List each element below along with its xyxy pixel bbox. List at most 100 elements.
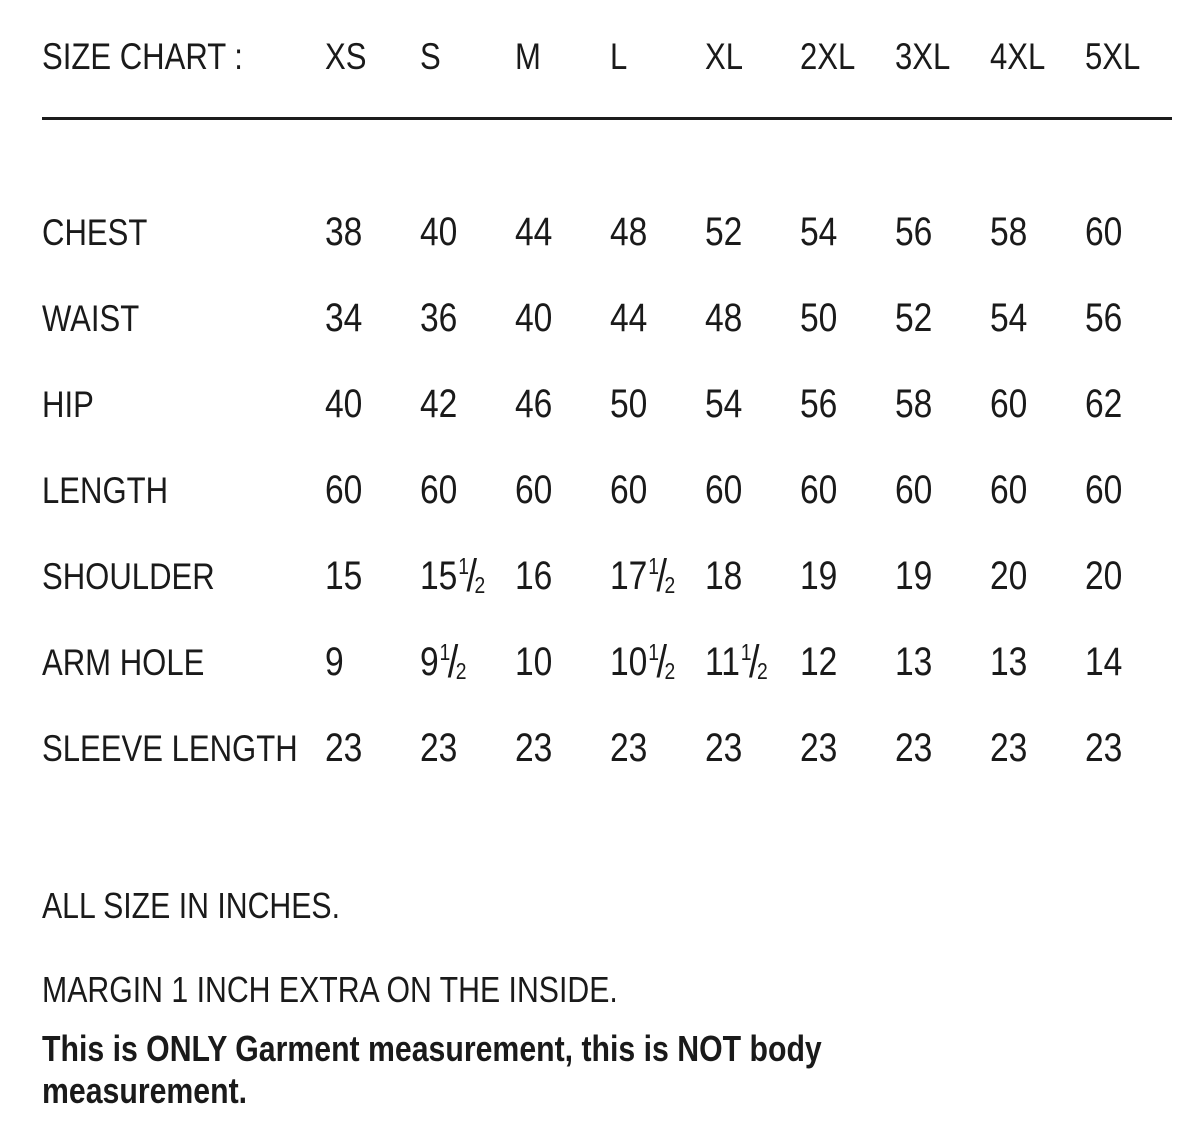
table-cell-text: 56: [1085, 295, 1123, 340]
table-cell-text: 58: [895, 381, 933, 426]
table-cell-text: 56: [800, 381, 838, 426]
table-cell-text: 18: [705, 553, 743, 598]
table-cell-text: 60: [800, 467, 838, 512]
table-cell: 13: [990, 640, 1085, 685]
fraction-half: 1/2: [439, 635, 467, 687]
note-margin: MARGIN 1 INCH EXTRA ON THE INSIDE.: [42, 968, 1200, 1012]
column-header-l-text: L: [610, 36, 628, 77]
row-label-text: SHOULDER: [42, 555, 215, 597]
table-cell: 50: [610, 382, 705, 427]
table-cell-text: 111/2: [705, 635, 768, 687]
table-cell: 9: [325, 640, 420, 685]
table-cell-text: 12: [800, 639, 838, 684]
fraction-half: 1/2: [648, 549, 676, 601]
table-cell-text: 14: [1085, 639, 1123, 684]
table-cell: 46: [515, 382, 610, 427]
fraction-half: 1/2: [458, 549, 486, 601]
row-label: HIP: [42, 382, 325, 427]
table-cell: 56: [895, 210, 990, 255]
table-row: CHEST 38 40 44 48 52 54 56 58 60: [42, 189, 1200, 275]
table-cell-text: 13: [990, 639, 1028, 684]
table-cell-text: 40: [515, 295, 553, 340]
table-cell: 23: [895, 726, 990, 771]
table-cell-text: 171/2: [610, 549, 676, 601]
table-row: SLEEVE LENGTH 23 23 23 23 23 23 23 23 23: [42, 705, 1200, 791]
note-units: ALL SIZE IN INCHES.: [42, 884, 1200, 928]
table-cell: 23: [1085, 726, 1180, 771]
table-cell: 60: [705, 468, 800, 513]
table-cell-text: 40: [325, 381, 363, 426]
column-header-s: S: [420, 36, 515, 78]
table-cell: 56: [800, 382, 895, 427]
table-cell: 48: [610, 210, 705, 255]
table-cell: 23: [420, 726, 515, 771]
table-cell: 23: [705, 726, 800, 771]
table-cell: 40: [420, 210, 515, 255]
table-cell-text: 19: [800, 553, 838, 598]
row-label: WAIST: [42, 296, 325, 341]
table-cell: 56: [1085, 296, 1180, 341]
note-margin-text: MARGIN 1 INCH EXTRA ON THE INSIDE.: [42, 969, 618, 1010]
table-cell: 54: [990, 296, 1085, 341]
table-cell-text: 46: [515, 381, 553, 426]
table-cell: 38: [325, 210, 420, 255]
row-label: SLEEVE LENGTH: [42, 726, 325, 771]
table-cell: 171/2: [610, 549, 705, 601]
column-header-2xl-text: 2XL: [800, 36, 856, 77]
table-cell: 19: [800, 554, 895, 599]
table-cell: 101/2: [610, 639, 705, 685]
column-header-5xl: 5XL: [1085, 36, 1180, 78]
table-cell-text: 60: [610, 467, 648, 512]
column-header-l: L: [610, 36, 705, 78]
column-header-3xl: 3XL: [895, 36, 990, 78]
row-label-text: SLEEVE LENGTH: [42, 727, 298, 769]
table-cell: 42: [420, 382, 515, 427]
column-header-4xl: 4XL: [990, 36, 1085, 78]
row-label-text: CHEST: [42, 211, 148, 253]
column-header-2xl: 2XL: [800, 36, 895, 78]
table-cell-text: 52: [895, 295, 933, 340]
table-cell-text: 151/2: [420, 549, 486, 601]
table-cell-text: 50: [800, 295, 838, 340]
table-cell: 16: [515, 554, 610, 599]
column-header-5xl-text: 5XL: [1085, 36, 1141, 77]
table-cell-text: 10: [515, 639, 553, 684]
table-cell-text: 60: [325, 467, 363, 512]
table-cell-text: 54: [800, 209, 838, 254]
table-title: SIZE CHART :: [42, 36, 325, 78]
note-disclaimer-text: This is ONLY Garment measurement, this i…: [42, 1028, 822, 1111]
table-cell-text: 60: [420, 467, 458, 512]
column-header-4xl-text: 4XL: [990, 36, 1046, 77]
table-cell-text: 23: [325, 725, 363, 770]
table-cell: 60: [895, 468, 990, 513]
table-cell: 54: [705, 382, 800, 427]
table-cell-text: 60: [990, 381, 1028, 426]
table-cell-text: 60: [1085, 467, 1123, 512]
table-cell: 60: [325, 468, 420, 513]
table-cell: 60: [990, 382, 1085, 427]
table-cell: 58: [990, 210, 1085, 255]
table-cell-text: 48: [610, 209, 648, 254]
table-cell-text: 9: [325, 639, 344, 684]
table-cell: 10: [515, 640, 610, 685]
column-header-s-text: S: [420, 36, 441, 77]
table-cell-text: 36: [420, 295, 458, 340]
table-cell: 40: [515, 296, 610, 341]
table-cell-text: 34: [325, 295, 363, 340]
table-cell: 111/2: [705, 635, 800, 687]
table-cell-text: 23: [895, 725, 933, 770]
table-cell-text: 48: [705, 295, 743, 340]
table-cell: 91/2: [420, 635, 515, 687]
table-cell: 15: [325, 554, 420, 599]
table-row: SHOULDER 15 151/2 16 171/2 18 19 19 20 20: [42, 533, 1200, 619]
table-cell-text: 44: [515, 209, 553, 254]
column-header-xs: XS: [325, 36, 420, 78]
column-header-m: M: [515, 36, 610, 78]
table-cell: 58: [895, 382, 990, 427]
table-cell: 23: [800, 726, 895, 771]
table-cell-text: 15: [325, 553, 363, 598]
table-cell-text: 60: [990, 467, 1028, 512]
table-cell-text: 54: [990, 295, 1028, 340]
table-cell: 50: [800, 296, 895, 341]
